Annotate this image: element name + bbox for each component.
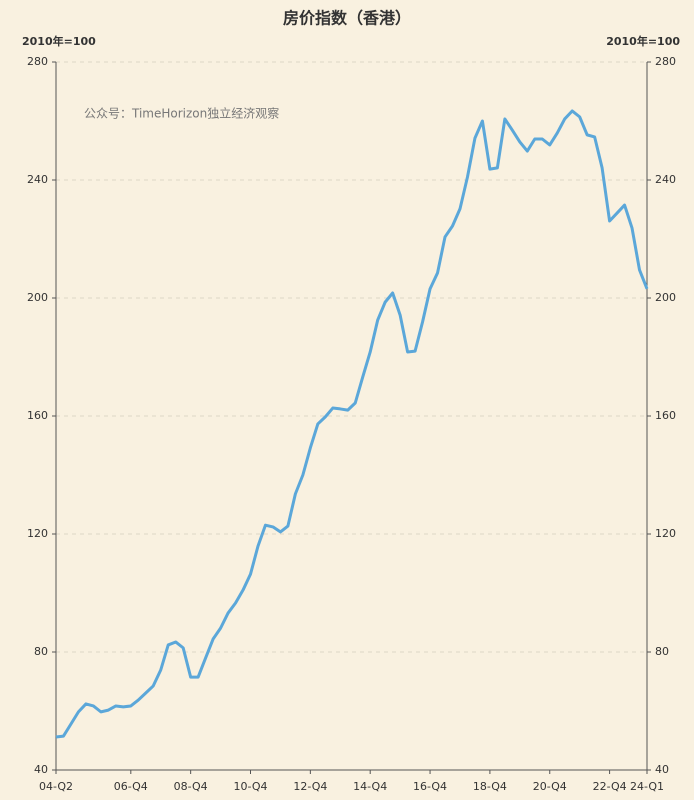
x-tick-label: 08-Q4 — [174, 780, 208, 793]
y-tick-label: 40 — [34, 763, 48, 776]
y2-tick-label: 120 — [655, 527, 676, 540]
y2-tick-label: 200 — [655, 291, 676, 304]
x-tick-label: 24-Q1 — [630, 780, 664, 793]
x-tick-label: 18-Q4 — [473, 780, 507, 793]
y-tick-label: 120 — [27, 527, 48, 540]
y-tick-label: 160 — [27, 409, 48, 422]
y2-tick-label: 160 — [655, 409, 676, 422]
watermark: 公众号：TimeHorizon独立经济观察 — [84, 106, 279, 121]
y2-tick-label: 240 — [655, 173, 676, 186]
y-axis-label: 2010年=100 — [22, 34, 96, 48]
y-tick-label: 280 — [27, 55, 48, 68]
y-tick-label: 200 — [27, 291, 48, 304]
x-tick-label: 12-Q4 — [293, 780, 327, 793]
x-tick-label: 04-Q2 — [39, 780, 73, 793]
data-line — [55, 109, 649, 739]
y-tick-label: 80 — [34, 645, 48, 658]
x-tick-label: 22-Q4 — [593, 780, 627, 793]
x-tick-label: 20-Q4 — [533, 780, 567, 793]
x-tick-label: 14-Q4 — [353, 780, 387, 793]
y2-tick-label: 40 — [655, 763, 669, 776]
y2-tick-label: 80 — [655, 645, 669, 658]
y2-axis-label: 2010年=100 — [606, 34, 680, 48]
y-tick-label: 240 — [27, 173, 48, 186]
chart-title: 房价指数（香港） — [283, 9, 411, 28]
x-tick-label: 10-Q4 — [233, 780, 267, 793]
y2-tick-label: 280 — [655, 55, 676, 68]
x-tick-label: 06-Q4 — [114, 780, 148, 793]
x-tick-label: 16-Q4 — [413, 780, 447, 793]
